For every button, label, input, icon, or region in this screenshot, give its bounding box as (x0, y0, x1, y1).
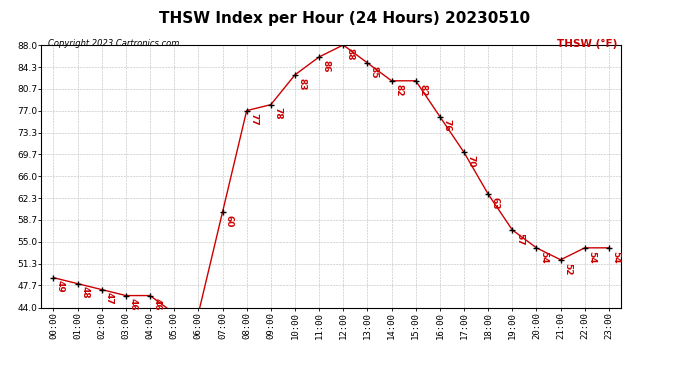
Text: 83: 83 (297, 78, 306, 90)
Text: 54: 54 (587, 251, 596, 263)
Text: 70: 70 (466, 155, 475, 168)
Text: 46: 46 (152, 298, 161, 311)
Text: 54: 54 (539, 251, 548, 263)
Text: 82: 82 (418, 84, 427, 96)
Text: 60: 60 (225, 215, 234, 227)
Text: THSW Index per Hour (24 Hours) 20230510: THSW Index per Hour (24 Hours) 20230510 (159, 11, 531, 26)
Text: 46: 46 (128, 298, 137, 311)
Text: 57: 57 (515, 233, 524, 245)
Text: 78: 78 (273, 107, 282, 120)
Text: 43: 43 (0, 374, 1, 375)
Text: 49: 49 (56, 280, 65, 293)
Text: Copyright 2023 Cartronics.com: Copyright 2023 Cartronics.com (48, 39, 179, 48)
Text: THSW (°F): THSW (°F) (558, 39, 618, 50)
Text: 63: 63 (491, 197, 500, 209)
Text: 77: 77 (249, 113, 258, 126)
Text: 52: 52 (563, 262, 572, 275)
Text: 76: 76 (442, 119, 451, 132)
Text: 82: 82 (394, 84, 403, 96)
Text: 88: 88 (346, 48, 355, 60)
Text: 85: 85 (370, 66, 379, 78)
Text: 86: 86 (322, 60, 331, 72)
Text: 48: 48 (80, 286, 89, 299)
Text: 47: 47 (104, 292, 113, 305)
Text: 43: 43 (0, 374, 1, 375)
Text: 54: 54 (611, 251, 620, 263)
